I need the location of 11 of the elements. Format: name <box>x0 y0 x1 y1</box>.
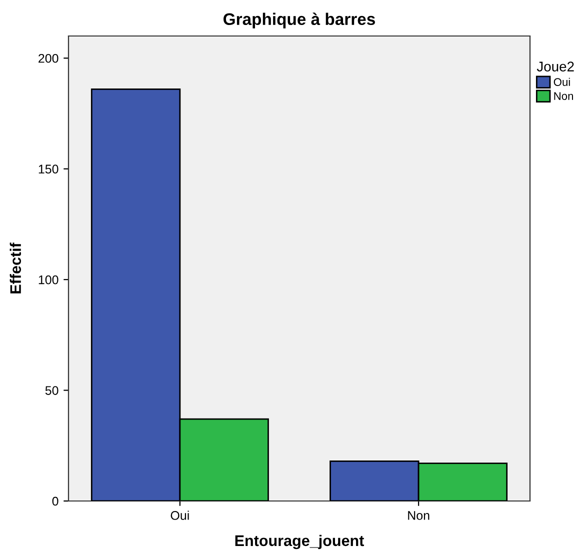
x-axis-title: Entourage_jouent <box>235 534 364 550</box>
y-axis-title: Effectif <box>10 242 22 294</box>
legend-title: Joue2 <box>536 62 574 72</box>
chart-title: Graphique à barres <box>224 12 375 28</box>
y-tick-label: 100 <box>38 275 58 284</box>
legend-label: Oui <box>554 78 570 86</box>
y-tick-label: 50 <box>45 386 58 395</box>
y-tick-label: 0 <box>52 496 58 506</box>
y-tick-label: 200 <box>38 54 58 63</box>
legend-label: Non <box>554 92 573 100</box>
y-tick-label: 150 <box>38 164 58 174</box>
